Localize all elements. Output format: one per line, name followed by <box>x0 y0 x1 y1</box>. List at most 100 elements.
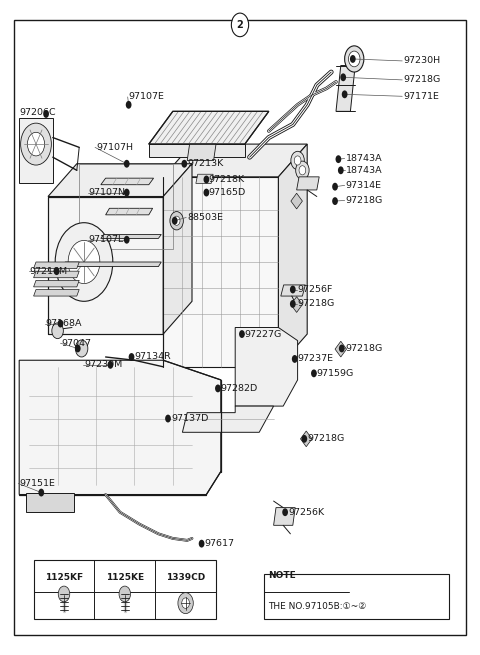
Text: 1339CD: 1339CD <box>166 572 205 582</box>
Circle shape <box>294 156 301 165</box>
Circle shape <box>21 123 51 165</box>
Text: 97218K: 97218K <box>209 175 245 184</box>
Circle shape <box>181 160 187 168</box>
Circle shape <box>75 345 81 352</box>
Polygon shape <box>291 193 302 209</box>
Polygon shape <box>335 341 347 357</box>
Polygon shape <box>48 164 192 196</box>
Polygon shape <box>34 290 79 296</box>
Polygon shape <box>26 493 74 512</box>
Circle shape <box>336 155 341 163</box>
Circle shape <box>68 240 100 284</box>
Polygon shape <box>19 118 53 183</box>
Polygon shape <box>163 144 307 177</box>
Text: 97256F: 97256F <box>298 285 333 294</box>
Circle shape <box>165 415 171 422</box>
Polygon shape <box>291 297 302 312</box>
Circle shape <box>58 586 70 602</box>
Circle shape <box>332 183 338 191</box>
Circle shape <box>75 340 88 357</box>
Circle shape <box>119 586 131 602</box>
Polygon shape <box>101 234 161 238</box>
Text: 97230M: 97230M <box>84 360 122 369</box>
Circle shape <box>124 160 130 168</box>
Circle shape <box>204 176 209 183</box>
Circle shape <box>43 110 49 118</box>
Polygon shape <box>101 178 154 185</box>
Polygon shape <box>182 406 274 432</box>
Circle shape <box>231 13 249 37</box>
Polygon shape <box>34 280 79 287</box>
Text: 97107H: 97107H <box>96 143 133 152</box>
Text: 97218G: 97218G <box>298 299 335 309</box>
Text: 97137D: 97137D <box>171 414 208 423</box>
Circle shape <box>199 540 204 548</box>
Circle shape <box>124 236 130 244</box>
Circle shape <box>27 132 45 156</box>
Circle shape <box>301 435 307 443</box>
Text: 97107L: 97107L <box>89 235 124 244</box>
Polygon shape <box>149 111 269 144</box>
Polygon shape <box>336 66 355 111</box>
Text: 97218G: 97218G <box>307 434 345 443</box>
Polygon shape <box>34 262 79 269</box>
Text: 97314E: 97314E <box>346 181 382 190</box>
Polygon shape <box>163 177 278 367</box>
Text: 97237E: 97237E <box>298 354 334 364</box>
Text: THE NO.97105B:①~②: THE NO.97105B:①~② <box>268 602 366 611</box>
Polygon shape <box>149 144 245 157</box>
Circle shape <box>239 330 245 338</box>
Polygon shape <box>62 262 161 267</box>
Text: 18743A: 18743A <box>346 166 382 175</box>
Text: 97107E: 97107E <box>129 92 165 102</box>
Polygon shape <box>278 144 307 367</box>
Circle shape <box>129 353 134 361</box>
FancyBboxPatch shape <box>14 20 466 635</box>
Circle shape <box>291 151 304 170</box>
Circle shape <box>299 166 306 175</box>
Circle shape <box>204 189 209 196</box>
Circle shape <box>58 320 63 328</box>
Circle shape <box>178 593 193 614</box>
Text: 97213K: 97213K <box>187 159 224 168</box>
Polygon shape <box>34 271 79 278</box>
Text: 1125KF: 1125KF <box>45 572 83 582</box>
Polygon shape <box>274 508 295 525</box>
Circle shape <box>282 508 288 516</box>
Circle shape <box>338 166 344 174</box>
Text: 97218G: 97218G <box>346 344 383 353</box>
Text: 97151E: 97151E <box>19 479 55 488</box>
Text: 97282D: 97282D <box>221 384 258 393</box>
Text: 97218G: 97218G <box>346 196 383 205</box>
Circle shape <box>54 267 60 275</box>
Circle shape <box>52 323 63 339</box>
Text: 97218G: 97218G <box>403 75 441 84</box>
Circle shape <box>38 489 44 496</box>
Text: 2: 2 <box>237 20 243 30</box>
Text: 97171E: 97171E <box>403 92 439 101</box>
Text: 97165D: 97165D <box>209 188 246 197</box>
Text: 97134R: 97134R <box>134 352 171 362</box>
Text: 97227G: 97227G <box>245 329 282 339</box>
Circle shape <box>311 369 317 377</box>
Polygon shape <box>297 177 319 190</box>
Circle shape <box>290 300 296 308</box>
Circle shape <box>124 189 130 196</box>
FancyBboxPatch shape <box>34 560 216 619</box>
Text: 97159G: 97159G <box>317 369 354 378</box>
Text: 97107N: 97107N <box>89 188 126 197</box>
Polygon shape <box>196 174 213 183</box>
Circle shape <box>345 46 364 72</box>
Circle shape <box>215 384 221 392</box>
Text: 97206C: 97206C <box>19 108 56 117</box>
Circle shape <box>55 223 113 301</box>
Text: 97230H: 97230H <box>403 56 440 66</box>
Circle shape <box>290 286 296 293</box>
Circle shape <box>108 361 113 369</box>
Polygon shape <box>300 431 312 447</box>
Polygon shape <box>163 164 192 334</box>
Circle shape <box>340 73 346 81</box>
Polygon shape <box>235 328 298 406</box>
Polygon shape <box>187 144 216 160</box>
Circle shape <box>339 345 345 352</box>
